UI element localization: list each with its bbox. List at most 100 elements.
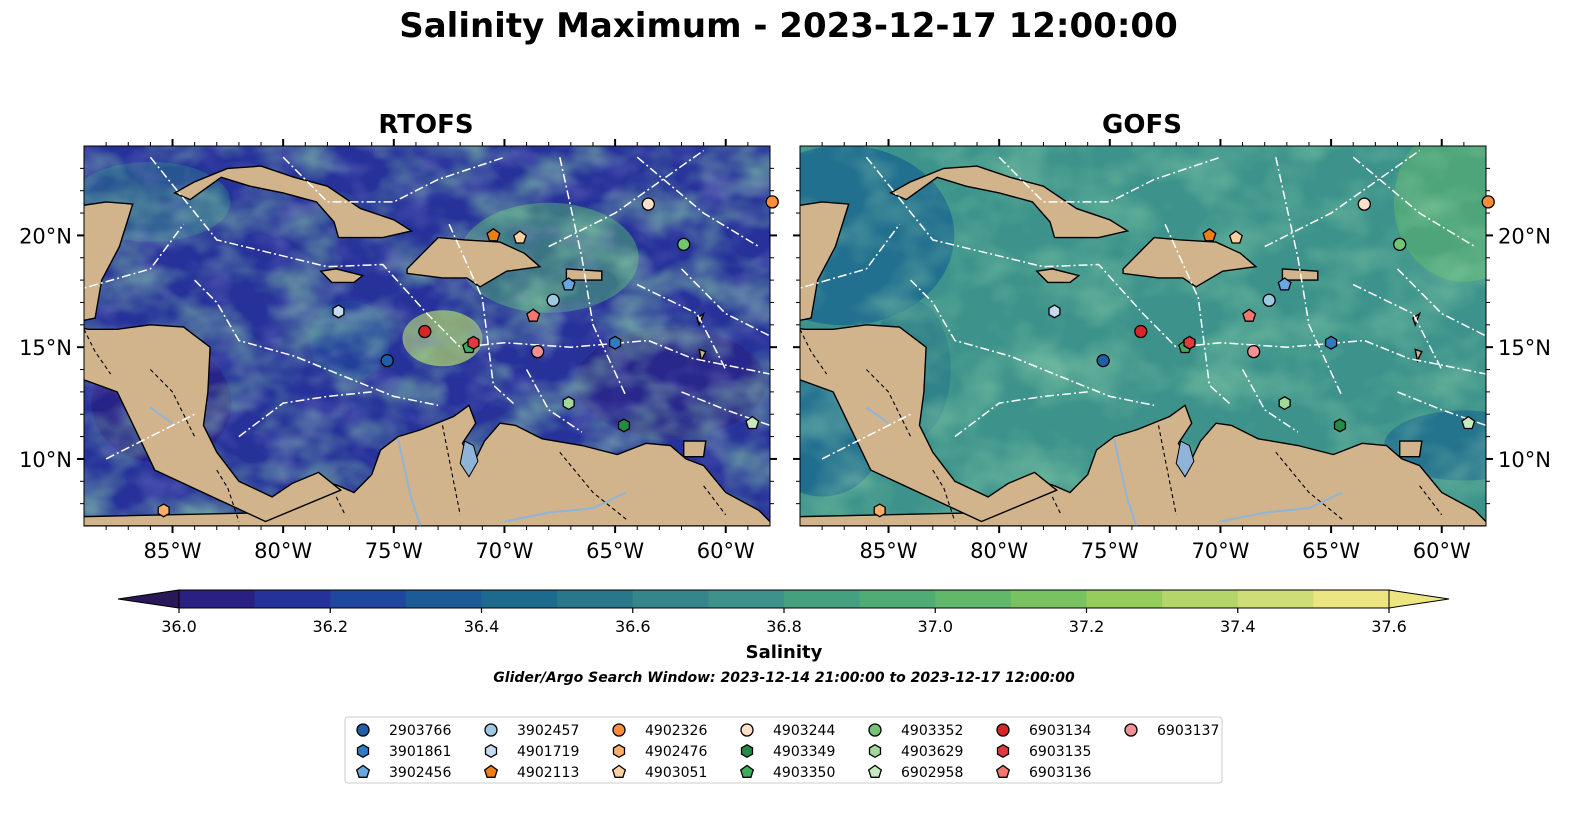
float-marker-6903136	[526, 308, 541, 322]
colorbar-extend-high	[1388, 589, 1450, 609]
legend-item: 3901861	[356, 743, 451, 760]
legend-label: 4903350	[773, 765, 835, 781]
legend-marker-3901861	[356, 743, 370, 759]
colorbar-tick-label: 36.8	[766, 617, 802, 636]
float-marker-4901719	[1048, 304, 1061, 319]
colorbar-tick-label: 37.4	[1220, 617, 1256, 636]
land-centralamerica	[84, 324, 343, 523]
float-marker-4901719	[332, 304, 345, 319]
float-marker-4902113	[1202, 227, 1217, 242]
float-marker-4903244	[641, 197, 655, 211]
colorbar-tick-label: 37.6	[1371, 617, 1407, 636]
x-tick-label: 80°W	[254, 539, 312, 563]
legend-item: 4902113	[483, 764, 579, 781]
y-tick-label: 20°N	[1498, 224, 1551, 248]
legend-item: 4901719	[484, 743, 579, 760]
river	[149, 406, 174, 425]
legend-marker-4903352	[868, 723, 882, 737]
land-yucatan	[800, 201, 850, 322]
eez-boundary	[282, 156, 505, 203]
legend-item: 4903349	[740, 743, 835, 760]
eez-boundary	[998, 156, 1221, 203]
colorbar-label: Salinity	[746, 642, 823, 663]
country-border	[559, 451, 627, 520]
eez-boundary	[1241, 369, 1299, 433]
legend-marker-3902457	[484, 723, 498, 737]
x-tick-label: 70°W	[475, 539, 533, 563]
legend-marker-6903135	[996, 743, 1010, 759]
eez-boundary	[800, 223, 901, 289]
eez-boundary	[954, 391, 1088, 438]
float-marker-4903349	[1333, 418, 1347, 433]
colorbar-bin	[1162, 590, 1239, 608]
land-yucatan	[84, 201, 134, 322]
float-marker-3901861	[608, 335, 622, 350]
float-marker-2903766	[380, 353, 394, 368]
land-jamaica	[1035, 268, 1081, 284]
legend-label: 6903137	[1157, 723, 1219, 739]
legend-item: 4903352	[868, 723, 963, 739]
river	[865, 406, 890, 425]
float-marker-4903051	[512, 230, 527, 244]
y-tick-label: 20°N	[19, 224, 72, 248]
float-marker-3902457	[546, 293, 560, 307]
legend-label: 3901861	[389, 744, 451, 760]
colorbar-extend-low	[117, 589, 180, 609]
legend-item: 6903135	[996, 743, 1091, 760]
country-border	[84, 329, 112, 375]
eez-boundary	[910, 279, 1155, 407]
float-marker-4903629	[562, 396, 575, 411]
colorbar-bin	[1086, 590, 1163, 608]
x-tick-label: 70°W	[1191, 539, 1249, 563]
legend-marker-4901719	[484, 743, 498, 759]
legend-item: 4903244	[740, 723, 835, 739]
float-marker-3902456	[561, 277, 576, 291]
legend-label: 6903135	[1029, 744, 1091, 760]
legend-marker-4902326	[612, 723, 626, 737]
float-marker-6902958	[1461, 415, 1476, 430]
colorbar-bin	[1010, 590, 1087, 608]
legend-item: 2903766	[356, 723, 451, 739]
legend-label: 6902958	[901, 765, 963, 781]
eez-boundary	[548, 149, 705, 248]
float-marker-4902326	[1481, 195, 1495, 209]
eez-boundary	[1352, 156, 1476, 248]
x-tick-label: 85°W	[860, 539, 918, 563]
colorbar-bin	[935, 590, 1012, 608]
colorbar-bin	[179, 590, 256, 608]
country-border	[335, 496, 346, 516]
legend-item: 6903136	[995, 764, 1091, 781]
river	[504, 491, 627, 523]
float-marker-4903051	[1228, 230, 1243, 244]
country-border	[1275, 451, 1343, 520]
eez-boundary	[194, 279, 439, 407]
legend-label: 6903134	[1029, 723, 1091, 739]
land-lesser2	[698, 348, 707, 363]
colorbar-bin	[1313, 590, 1390, 608]
legend-label: 2903766	[389, 723, 451, 739]
land-trinidad	[683, 440, 707, 458]
legend-marker-4903350	[739, 764, 755, 778]
legend-marker-4903349	[740, 743, 754, 759]
y-tick-label: 10°N	[1498, 448, 1551, 472]
x-tick-label: 75°W	[365, 539, 423, 563]
legend-marker-4903244	[740, 723, 754, 737]
colorbar-bin	[708, 590, 785, 608]
legend-label: 4901719	[517, 744, 579, 760]
eez-boundary	[1264, 149, 1421, 248]
eez-boundary	[1396, 268, 1486, 337]
country-border	[703, 485, 727, 516]
eez-boundary	[1397, 391, 1486, 427]
land-hispaniola	[1122, 236, 1258, 288]
land-jamaica	[319, 268, 365, 284]
land-hispaniola	[406, 236, 542, 288]
legend-marker-4903051	[611, 764, 627, 778]
colorbar-bin	[784, 590, 861, 608]
eez-boundary	[84, 223, 185, 289]
panel-title-gofs: GOFS	[1102, 110, 1182, 140]
colorbar-bin	[405, 590, 482, 608]
legend-marker-2903766	[356, 723, 370, 737]
eez-boundary	[525, 369, 583, 433]
colorbar-tick-label: 36.0	[161, 617, 197, 636]
